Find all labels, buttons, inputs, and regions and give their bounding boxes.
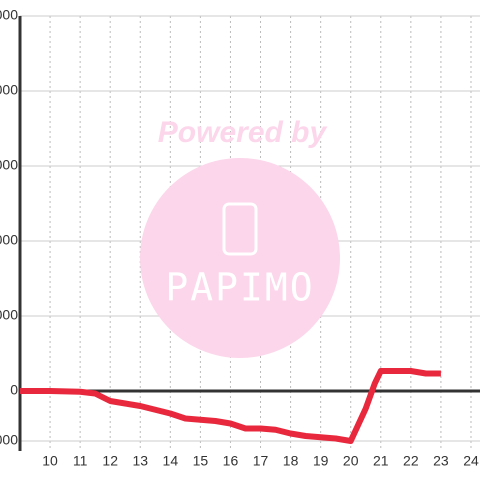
y-tick-label: 60,000 [0,232,18,248]
x-tick-label: 18 [283,453,299,469]
x-tick-label: 10 [42,453,58,469]
watermark-text: Powered by [158,116,328,149]
y-tick-label: 150,000 [0,7,18,23]
x-tick-label: 22 [403,453,419,469]
line [20,368,441,444]
x-tick-label: 16 [223,453,239,469]
x-tick-label: 19 [313,453,329,469]
x-tick-label: 21 [373,453,389,469]
x-tick-label: 24 [463,453,479,469]
x-tick-label: 23 [433,453,449,469]
y-tick-label: 90,000 [0,157,18,173]
watermark-logo: PAPIMO [165,266,314,310]
x-tick-label: 12 [102,453,118,469]
watermark-circle [140,158,340,358]
y-tick-label: 30,000 [0,307,18,323]
y-tick-label: 120,000 [0,82,18,98]
x-tick-label: 15 [193,453,209,469]
watermark: Powered by PAPIMO [140,116,340,358]
x-tick-label: 13 [132,453,148,469]
y-tick-label: 0 [10,382,18,398]
x-tick-label: 14 [163,453,179,469]
x-tick-label: 17 [253,453,269,469]
y-tick-label: -20,000 [0,432,18,448]
x-tick-label: 11 [73,453,88,469]
watermark-icon [222,202,258,256]
x-tick-label: 20 [343,453,359,469]
